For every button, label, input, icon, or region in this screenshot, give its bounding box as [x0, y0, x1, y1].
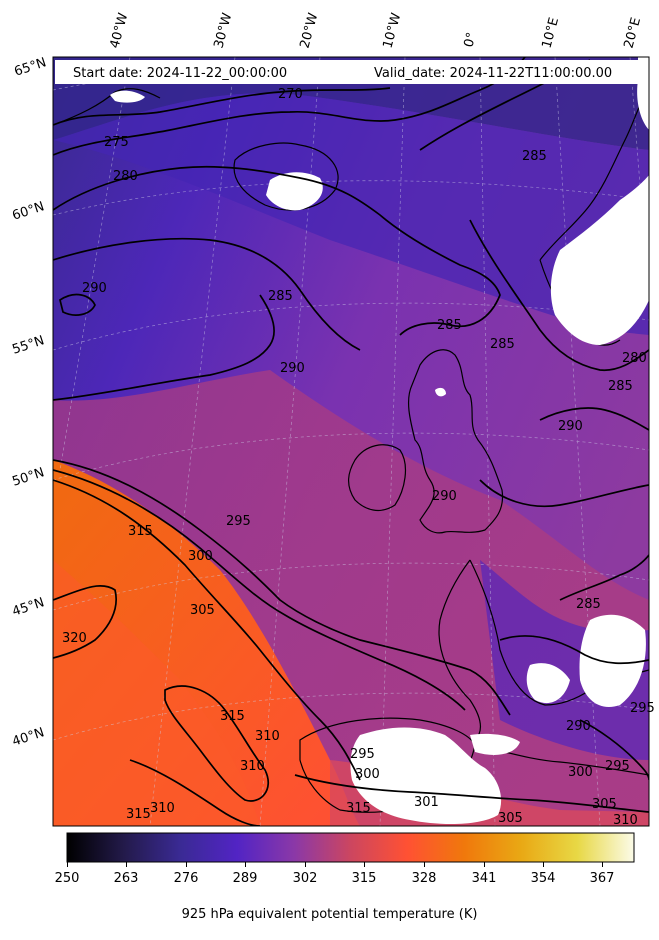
contour-label: 285 — [608, 379, 633, 394]
masked-land — [110, 57, 649, 825]
contour-label: 305 — [592, 797, 617, 812]
contour-label: 290 — [432, 489, 457, 504]
contour-label: 285 — [490, 337, 515, 352]
colorbar-tick-label: 276 — [173, 871, 199, 886]
colorbar-tick-label: 341 — [471, 871, 497, 886]
contour-label-group: 270 275 280 285 285 285 285 290 290 290 … — [62, 87, 655, 828]
colorbar-tick-label: 328 — [411, 871, 437, 886]
colorbar-tick-mark — [364, 862, 365, 867]
map-field — [53, 57, 649, 826]
colorbar-tick-label: 367 — [589, 871, 615, 886]
contour-label: 310 — [613, 813, 638, 828]
contour-label: 290 — [566, 719, 591, 734]
colorbar-tick-mark — [543, 862, 544, 867]
contour-label: 295 — [630, 701, 655, 716]
contour-label: 285 — [437, 318, 462, 333]
colorbar-tick-mark — [305, 862, 306, 867]
header-bar — [55, 60, 647, 84]
contour-label: 301 — [414, 795, 439, 810]
colorbar-tick-label: 302 — [292, 871, 318, 886]
colorbar-tick-mark — [126, 862, 127, 867]
colorbar-tick-mark — [67, 862, 68, 867]
contour-label: 295 — [605, 759, 630, 774]
colorbar-tick-label: 289 — [232, 871, 258, 886]
colorbar-tick-mark — [484, 862, 485, 867]
contour-label: 305 — [190, 603, 215, 618]
contours — [53, 57, 649, 826]
colorbar-tick-label: 315 — [351, 871, 377, 886]
colorbar-tick-label: 263 — [113, 871, 139, 886]
contour-label: 290 — [280, 361, 305, 376]
contour-label: 280 — [622, 351, 647, 366]
contour-label: 275 — [104, 135, 129, 150]
contour-label: 295 — [226, 514, 251, 529]
colorbar-gradient — [66, 832, 635, 863]
contour-label: 315 — [220, 709, 245, 724]
contour-label: 305 — [498, 811, 523, 826]
contour-label: 310 — [150, 801, 175, 816]
contour-label: 280 — [113, 169, 138, 184]
contour-label: 285 — [576, 597, 601, 612]
map-frame — [52, 56, 650, 827]
contour-label: 300 — [188, 549, 213, 564]
colorbar-tick-mark — [245, 862, 246, 867]
colorbar-tick-mark — [186, 862, 187, 867]
colorbar-title: 925 hPa equivalent potential temperature… — [181, 907, 478, 922]
contour-label: 290 — [558, 419, 583, 434]
contour-label: 315 — [128, 524, 153, 539]
valid-date-label: Valid_date: 2024-11-22T11:00:00.00 — [374, 66, 613, 81]
contour-label: 315 — [346, 801, 371, 816]
contour-label: 315 — [126, 807, 151, 822]
colorbar-tick-label: 250 — [54, 871, 80, 886]
start-date-label: Start date: 2024-11-22_00:00:00 — [73, 66, 288, 81]
contour-label: 300 — [355, 767, 380, 782]
colorbar-tick-mark — [602, 862, 603, 867]
contour-label: 320 — [62, 631, 87, 646]
contour-label: 285 — [522, 149, 547, 164]
contour-label: 270 — [278, 87, 303, 102]
colorbar-tick-label: 354 — [530, 871, 556, 886]
contour-label: 285 — [268, 289, 293, 304]
contour-label: 310 — [255, 729, 280, 744]
contour-label: 310 — [240, 759, 265, 774]
contour-label: 300 — [568, 765, 593, 780]
colorbar-tick-mark — [424, 862, 425, 867]
contour-label: 290 — [82, 281, 107, 296]
contour-label: 295 — [350, 747, 375, 762]
